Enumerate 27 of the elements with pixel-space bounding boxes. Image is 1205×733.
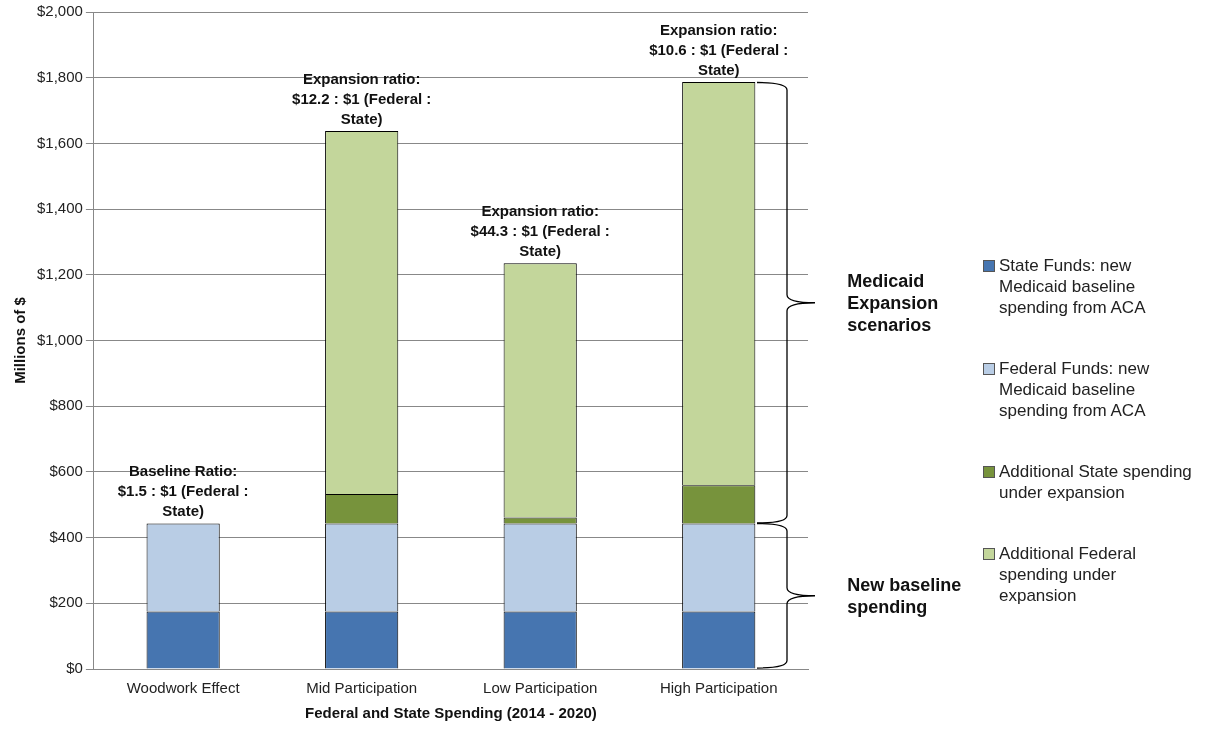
- y-tick-label: $400: [49, 527, 83, 545]
- x-tick-label: Low Participation: [483, 679, 598, 697]
- x-axis-title: Federal and State Spending (2014 - 2020): [305, 704, 597, 722]
- legend-label: Additional Federal spending under expansion: [999, 543, 1138, 606]
- text: New baseline spending: [847, 574, 963, 619]
- y-tick-label: $2,000: [36, 2, 83, 20]
- y-tick-label: $1,200: [36, 264, 83, 282]
- annotation: Expansion ratio: $12.2 : $1 (Federal : State): [292, 69, 432, 127]
- x-tick-label: High Participation: [659, 679, 778, 697]
- y-tick-label: $1,600: [36, 133, 83, 151]
- legend-label: State Funds: new Medicaid baseline spending from ACA: [999, 255, 1147, 318]
- y-tick-label: $1,400: [36, 199, 83, 217]
- y-tick-label: $0: [66, 659, 83, 677]
- legend-label: Federal Funds: new Medicaid baseline spending from ACA: [999, 358, 1151, 421]
- legend-label: Additional State spending under expansion: [999, 461, 1193, 503]
- y-tick-label: $600: [49, 462, 83, 480]
- x-tick-label: Mid Participation: [306, 679, 418, 697]
- x-tick-label: Woodwork Effect: [126, 679, 241, 697]
- annotation: Expansion ratio: $10.6 : $1 (Federal : State): [649, 20, 789, 78]
- annotation: Baseline Ratio: $1.5 : $1 (Federal : State): [117, 462, 249, 520]
- y-axis-title: Millions of $: [11, 296, 29, 384]
- y-tick-label: $1,000: [36, 330, 83, 348]
- y-tick-label: $200: [49, 593, 83, 611]
- y-tick-label: $1,800: [36, 67, 83, 85]
- text: Medicaid Expansion scenarios: [847, 269, 940, 336]
- y-tick-label: $800: [49, 396, 83, 414]
- annotation: Expansion ratio: $44.3 : $1 (Federal : State): [470, 201, 610, 259]
